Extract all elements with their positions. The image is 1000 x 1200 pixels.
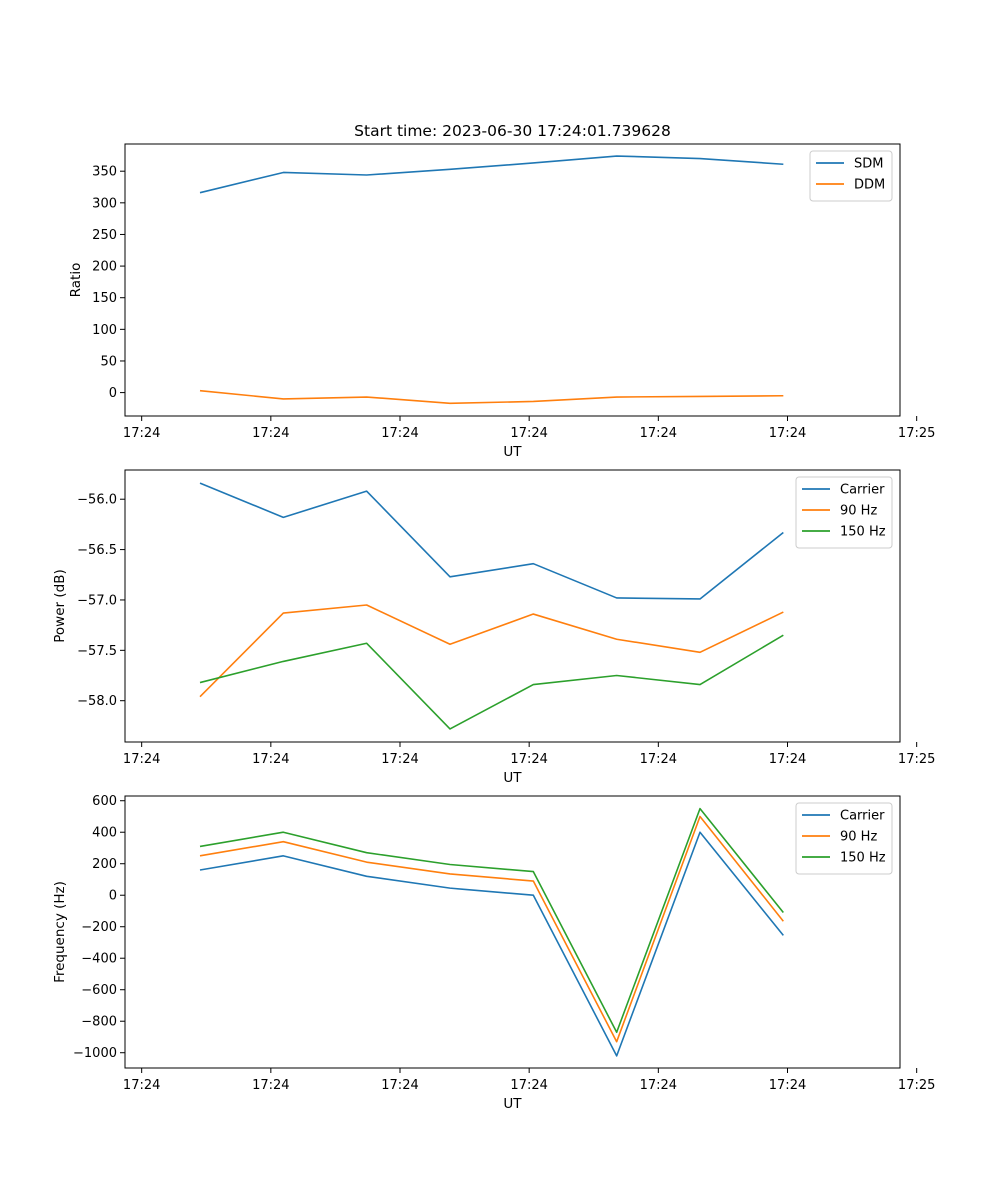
frequency-x-tick-label: 17:24 bbox=[510, 1078, 547, 1093]
ratio-x-tick-label: 17:24 bbox=[510, 426, 547, 441]
ratio-x-tick-label: 17:25 bbox=[898, 426, 935, 441]
frequency-y-axis-label: Frequency (Hz) bbox=[52, 881, 68, 983]
power-series-90-hz-line bbox=[199, 604, 784, 698]
frequency-x-tick-label: 17:24 bbox=[252, 1078, 289, 1093]
power-x-tick-label: 17:24 bbox=[510, 752, 547, 767]
power-x-axis-label: UT bbox=[503, 770, 522, 786]
frequency-series-90-hz-line bbox=[199, 815, 784, 1043]
ratio-y-tick-label: 0 bbox=[109, 386, 117, 401]
frequency-legend-150-hz-label: 150 Hz bbox=[840, 851, 886, 866]
frequency-x-tick-label: 17:24 bbox=[769, 1078, 806, 1093]
frequency-y-tick-label: −800 bbox=[81, 1015, 117, 1030]
ratio-legend-sdm-label: SDM bbox=[854, 157, 883, 172]
power-legend-90-hz-label: 90 Hz bbox=[840, 504, 877, 519]
frequency-y-tick-label: −200 bbox=[81, 920, 117, 935]
ratio-legend-ddm-label: DDM bbox=[854, 178, 885, 193]
ratio-legend: SDM DDM bbox=[809, 150, 893, 202]
power-x-tick-label: 17:25 bbox=[898, 752, 935, 767]
chart-title: Start time: 2023-06-30 17:24:01.739628 bbox=[354, 122, 671, 140]
frequency-legend-90-hz-label: 90 Hz bbox=[840, 830, 877, 845]
ratio-x-axis-label: UT bbox=[503, 444, 522, 460]
power-panel: 17:24 17:24 17:24 17:24 17:24 17:24 17:25 −58.0… bbox=[52, 469, 935, 786]
power-x-tick-label: 17:24 bbox=[640, 752, 677, 767]
frequency-y-tick-label: −600 bbox=[81, 983, 117, 998]
ratio-y-tick-label: 200 bbox=[92, 260, 117, 275]
ratio-panel: 17:24 17:24 17:24 17:24 17:24 17:24 17:25 0 50 10… bbox=[68, 122, 935, 460]
power-x-tick-label: 17:24 bbox=[123, 752, 160, 767]
frequency-y-tick-label: 200 bbox=[92, 857, 117, 872]
power-legend-carrier-label: Carrier bbox=[840, 483, 885, 498]
frequency-axes-frame bbox=[124, 795, 901, 1069]
ratio-y-tick-label: 300 bbox=[92, 196, 117, 211]
power-series-carrier-line bbox=[199, 482, 784, 600]
ratio-y-tick-label: 250 bbox=[92, 228, 117, 243]
ratio-y-tick-label: 100 bbox=[92, 323, 117, 338]
power-x-tick-label: 17:24 bbox=[769, 752, 806, 767]
ratio-y-tick-label: 350 bbox=[92, 165, 117, 180]
frequency-y-tick-label: 400 bbox=[92, 826, 117, 841]
power-legend-150-hz-label: 150 Hz bbox=[840, 525, 886, 540]
frequency-x-axis-label: UT bbox=[503, 1096, 522, 1112]
power-x-tick-label: 17:24 bbox=[381, 752, 418, 767]
frequency-y-tick-label: −1000 bbox=[73, 1046, 117, 1061]
frequency-series-carrier-line bbox=[199, 831, 784, 1057]
power-y-tick-label: −56.5 bbox=[77, 543, 117, 558]
ratio-series-sdm-line bbox=[199, 155, 784, 194]
power-y-axis-label: Power (dB) bbox=[52, 569, 68, 642]
frequency-legend-carrier-label: Carrier bbox=[840, 809, 885, 824]
frequency-series-150-hz-line bbox=[199, 807, 784, 1034]
frequency-x-tick-label: 17:24 bbox=[640, 1078, 677, 1093]
power-y-tick-label: −58.0 bbox=[77, 694, 117, 709]
frequency-x-tick-label: 17:25 bbox=[898, 1078, 935, 1093]
power-y-tick-label: −57.5 bbox=[77, 644, 117, 659]
frequency-y-tick-label: 600 bbox=[92, 794, 117, 809]
ratio-y-tick-label: 50 bbox=[100, 354, 117, 369]
ratio-y-tick-label: 150 bbox=[92, 291, 117, 306]
power-series-150-hz-line bbox=[199, 634, 784, 730]
power-y-tick-label: −56.0 bbox=[77, 493, 117, 508]
ratio-series-ddm-line bbox=[199, 389, 784, 405]
frequency-y-tick-label: −400 bbox=[81, 952, 117, 967]
frequency-legend: Carrier 90 Hz 150 Hz bbox=[795, 802, 893, 875]
power-legend: Carrier 90 Hz 150 Hz bbox=[795, 476, 893, 549]
frequency-x-tick-label: 17:24 bbox=[123, 1078, 160, 1093]
frequency-panel: 17:24 17:24 17:24 17:24 17:24 17:24 17:25 −1000… bbox=[52, 794, 935, 1112]
ratio-axes-frame bbox=[124, 143, 901, 417]
power-y-tick-label: −57.0 bbox=[77, 593, 117, 608]
frequency-x-tick-label: 17:24 bbox=[381, 1078, 418, 1093]
ratio-x-tick-label: 17:24 bbox=[769, 426, 806, 441]
frequency-y-tick-label: 0 bbox=[109, 889, 117, 904]
ratio-x-tick-label: 17:24 bbox=[252, 426, 289, 441]
power-x-tick-label: 17:24 bbox=[252, 752, 289, 767]
ratio-x-tick-label: 17:24 bbox=[640, 426, 677, 441]
ratio-y-axis-label: Ratio bbox=[68, 263, 84, 298]
ratio-x-tick-label: 17:24 bbox=[381, 426, 418, 441]
ratio-x-tick-label: 17:24 bbox=[123, 426, 160, 441]
power-axes-frame bbox=[124, 469, 901, 743]
